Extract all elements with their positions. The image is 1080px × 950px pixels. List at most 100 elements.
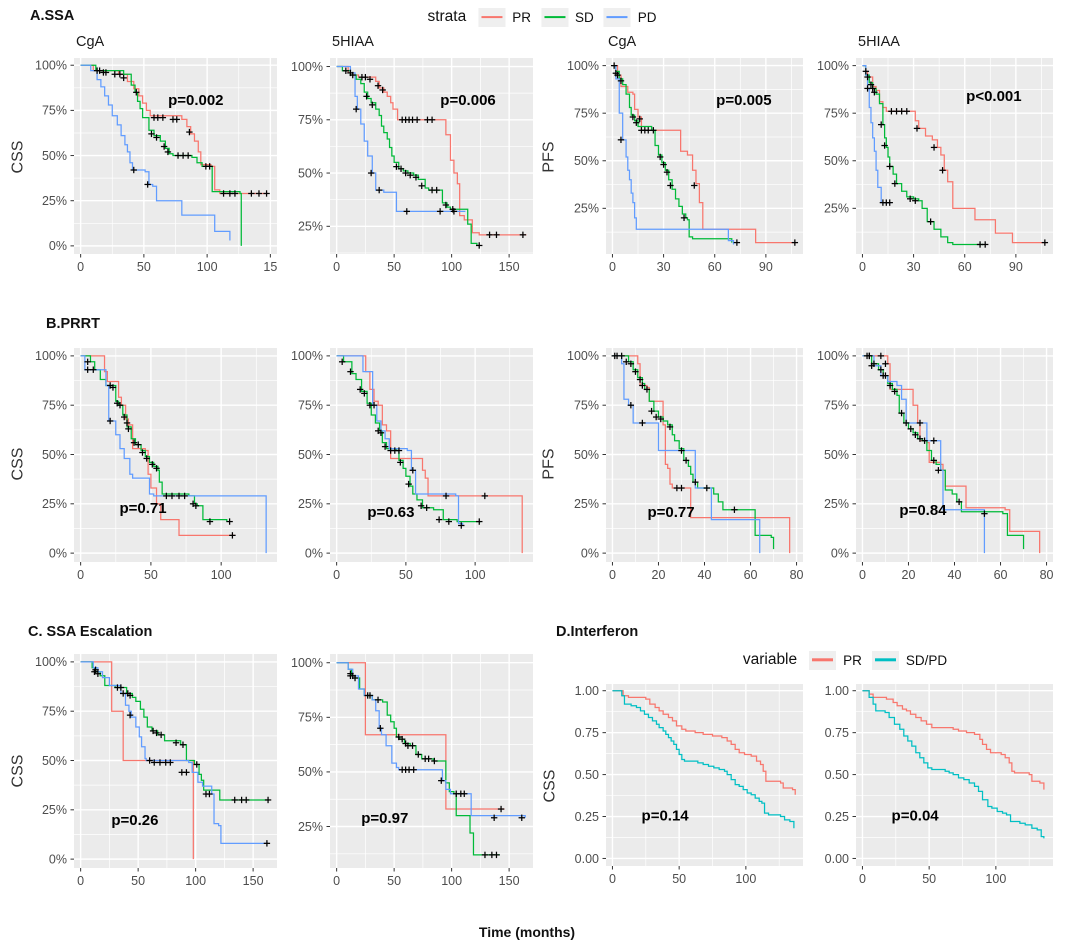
svg-text:0: 0 — [333, 874, 340, 888]
svg-text:0: 0 — [859, 568, 866, 582]
svg-text:p=0.005: p=0.005 — [716, 92, 771, 109]
svg-text:0: 0 — [609, 872, 616, 886]
svg-text:100%: 100% — [35, 59, 67, 73]
svg-text:25%: 25% — [42, 194, 67, 208]
legend-key-swatch — [541, 7, 568, 27]
svg-text:CgA: CgA — [76, 34, 105, 50]
svg-text:20: 20 — [902, 568, 916, 582]
svg-text:80: 80 — [1040, 568, 1054, 582]
panel-b4: 0 20 40 60 80 0% 25% 50% 75% 100% p=0.84 — [810, 336, 1060, 592]
svg-text:0.00: 0.00 — [575, 852, 599, 866]
svg-text:p=0.14: p=0.14 — [642, 808, 690, 825]
svg-text:25%: 25% — [298, 497, 323, 511]
legend-item: SD/PD — [871, 650, 948, 670]
legend-label: PD — [637, 9, 657, 25]
svg-text:100%: 100% — [35, 349, 67, 363]
svg-text:50%: 50% — [824, 448, 849, 462]
svg-text:30: 30 — [907, 260, 921, 274]
svg-text:50%: 50% — [298, 166, 323, 180]
svg-text:150: 150 — [499, 874, 520, 888]
svg-text:50: 50 — [922, 872, 936, 886]
row-a: CSS 0 50 100 15 0% 25% 50% 75% 100% p=0.002 CgA 0 5… — [8, 30, 1076, 310]
svg-text:75%: 75% — [42, 704, 67, 718]
svg-text:0%: 0% — [49, 852, 67, 866]
panel-b1: 0 50 100 0% 25% 50% 75% 100% p=0.71 — [28, 336, 284, 592]
svg-text:50: 50 — [137, 260, 151, 274]
legend-label: SD/PD — [905, 652, 948, 668]
svg-text:50%: 50% — [574, 448, 599, 462]
legend-key-swatch — [809, 650, 837, 670]
svg-text:25%: 25% — [42, 497, 67, 511]
panel-a2: 0 50 100 150 25% 50% 75% 100% p=0.006 5HIAA — [284, 30, 540, 284]
svg-text:0: 0 — [859, 872, 866, 886]
panel-b2: 0 50 100 0% 25% 50% 75% 100% p=0.63 — [284, 336, 540, 592]
y-axis-outer-label-cell: CSS — [8, 336, 28, 618]
y-axis-outer-label-cell: PFS — [540, 30, 560, 310]
svg-text:0.25: 0.25 — [575, 810, 599, 824]
svg-text:100%: 100% — [291, 349, 323, 363]
svg-text:60: 60 — [708, 260, 722, 274]
legend-label: PR — [512, 9, 531, 25]
svg-text:50: 50 — [672, 872, 686, 886]
svg-text:50%: 50% — [298, 765, 323, 779]
panel-c1: 0 50 100 150 0% 25% 50% 75% 100% p=0.26 — [28, 644, 284, 898]
svg-text:75%: 75% — [42, 398, 67, 412]
svg-text:p=0.97: p=0.97 — [361, 810, 408, 827]
svg-text:0: 0 — [77, 260, 84, 274]
svg-text:0.50: 0.50 — [825, 768, 849, 782]
section-title-a: A.SSA — [30, 8, 75, 24]
section-b-band: B.PRRT — [8, 314, 1076, 336]
legend-item: PD — [603, 7, 657, 27]
svg-text:100: 100 — [185, 874, 206, 888]
panel-c2: 0 50 100 150 25% 50% 75% 100% p=0.97 — [284, 644, 540, 898]
svg-text:15: 15 — [263, 260, 277, 274]
svg-text:0.00: 0.00 — [825, 852, 849, 866]
svg-text:0: 0 — [609, 568, 616, 582]
svg-text:50: 50 — [144, 568, 158, 582]
svg-text:60: 60 — [958, 260, 972, 274]
legend-item: PR — [478, 7, 531, 27]
svg-text:40: 40 — [698, 568, 712, 582]
panel-a1: 0 50 100 15 0% 25% 50% 75% 100% p=0.002 CgA — [28, 30, 284, 284]
svg-text:90: 90 — [1009, 260, 1023, 274]
svg-text:50%: 50% — [42, 149, 67, 163]
svg-text:25%: 25% — [574, 202, 599, 216]
svg-text:0.25: 0.25 — [825, 810, 849, 824]
panel-d2: 0 50 100 0.00 0.25 0.50 0.75 1.00 p=0.04 — [810, 676, 1060, 896]
svg-text:75%: 75% — [298, 113, 323, 127]
svg-text:50%: 50% — [42, 448, 67, 462]
svg-text:50%: 50% — [574, 154, 599, 168]
svg-text:100: 100 — [735, 872, 756, 886]
svg-text:p=0.84: p=0.84 — [899, 502, 947, 519]
svg-text:p=0.26: p=0.26 — [111, 812, 158, 829]
svg-text:25%: 25% — [824, 202, 849, 216]
y-axis-outer-label-cell: CSS — [8, 644, 28, 924]
variable-legend: variable PR SD/PD — [743, 650, 948, 670]
legend-title: strata — [427, 8, 467, 25]
y-axis-outer-label-cell: PFS — [540, 336, 560, 618]
svg-text:0%: 0% — [831, 546, 849, 560]
svg-text:100: 100 — [465, 568, 486, 582]
svg-text:75%: 75% — [824, 106, 849, 120]
svg-text:0%: 0% — [49, 239, 67, 253]
svg-text:40: 40 — [948, 568, 962, 582]
legend-label: SD — [575, 9, 594, 25]
svg-text:p=0.006: p=0.006 — [440, 92, 495, 109]
svg-text:100: 100 — [441, 874, 462, 888]
panel-b3: 0 20 40 60 80 0% 25% 50% 75% 100% p=0.77 — [560, 336, 810, 592]
svg-text:0%: 0% — [305, 546, 323, 560]
svg-text:25%: 25% — [574, 497, 599, 511]
legend-line-icon — [606, 16, 628, 18]
svg-text:50%: 50% — [824, 154, 849, 168]
svg-text:100%: 100% — [567, 349, 599, 363]
svg-text:100%: 100% — [567, 59, 599, 73]
svg-text:p<0.001: p<0.001 — [966, 88, 1021, 105]
svg-text:0.50: 0.50 — [575, 768, 599, 782]
row-b: CSS 0 50 100 0% 25% 50% 75% 100% p=0.71 0 50 100 0%… — [8, 336, 1076, 618]
svg-text:50%: 50% — [298, 448, 323, 462]
svg-text:50: 50 — [399, 568, 413, 582]
legend-key-swatch — [478, 7, 506, 27]
svg-text:p=0.002: p=0.002 — [168, 92, 223, 109]
variable-legend-row: variable PR SD/PD — [540, 644, 1060, 676]
